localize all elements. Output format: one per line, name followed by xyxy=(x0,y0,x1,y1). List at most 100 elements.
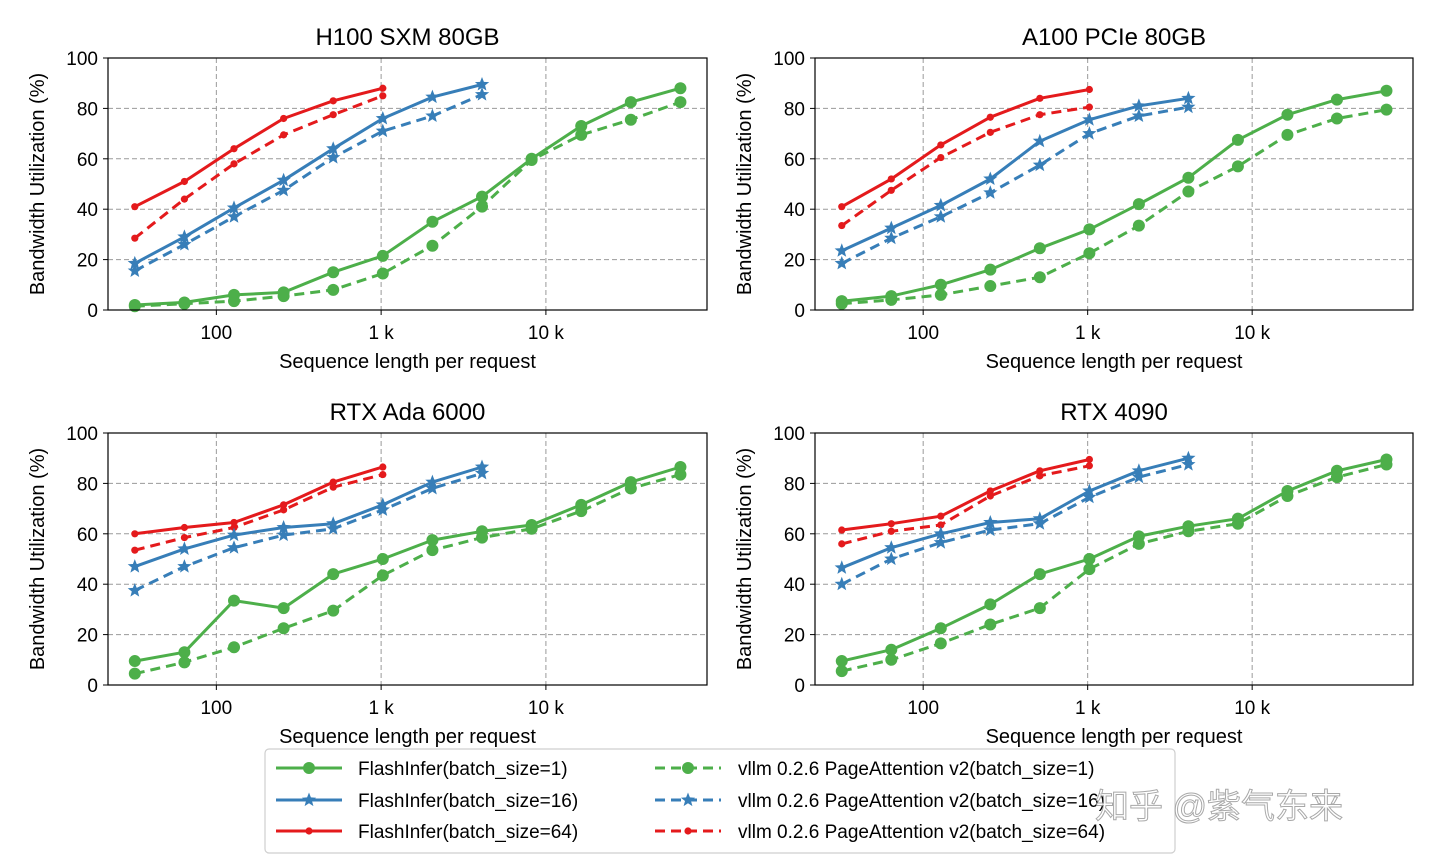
legend-label: vllm 0.2.6 PageAttention v2(batch_size=1… xyxy=(738,791,1105,812)
data-point xyxy=(1033,602,1046,615)
x-tick-label: 100 xyxy=(200,698,232,719)
data-point xyxy=(984,618,997,631)
data-point xyxy=(1380,84,1393,97)
data-point xyxy=(128,667,141,680)
data-point xyxy=(474,87,490,101)
data-point xyxy=(1231,133,1244,146)
data-point xyxy=(1033,242,1046,255)
series-fi64 xyxy=(838,455,1093,534)
series-line xyxy=(134,465,384,536)
data-point xyxy=(834,255,849,270)
x-axis-label: Sequence length per request xyxy=(279,351,536,373)
x-axis-label: Sequence length per request xyxy=(986,351,1243,373)
data-point xyxy=(934,278,947,291)
data-point xyxy=(885,290,898,303)
series-fi1 xyxy=(835,84,1393,308)
data-point xyxy=(1085,455,1093,464)
data-point xyxy=(933,526,948,540)
series-fi16 xyxy=(834,90,1196,257)
legend-entry-vl16: vllm 0.2.6 PageAttention v2(batch_size=1… xyxy=(655,791,1105,812)
data-point xyxy=(375,123,390,138)
data-point xyxy=(1083,553,1096,565)
data-point xyxy=(425,474,440,489)
x-tick-label: 10 k xyxy=(528,323,564,344)
data-point xyxy=(884,551,899,566)
data-point xyxy=(426,215,439,228)
legend-label: FlashInfer(batch_size=64) xyxy=(358,822,578,843)
data-point xyxy=(933,535,948,549)
data-point xyxy=(1083,563,1096,576)
data-point xyxy=(934,637,947,650)
data-point xyxy=(228,288,241,301)
data-point xyxy=(329,478,337,486)
data-point xyxy=(226,540,242,554)
data-point xyxy=(327,604,340,617)
data-point xyxy=(474,465,490,480)
data-point xyxy=(838,540,846,548)
data-point xyxy=(1033,271,1046,284)
data-point xyxy=(575,128,588,141)
y-axis-label: Bandwidth Utilization (%) xyxy=(734,448,756,670)
data-point xyxy=(426,239,439,252)
data-point xyxy=(937,141,945,149)
data-point xyxy=(280,506,288,514)
data-point xyxy=(425,108,440,122)
series-vl16 xyxy=(127,465,490,597)
data-point xyxy=(178,296,191,309)
x-tick-label: 10 k xyxy=(528,698,564,719)
y-tick-label: 80 xyxy=(784,99,805,120)
legend-marker-sample xyxy=(680,792,696,807)
data-point xyxy=(277,602,290,615)
data-point xyxy=(884,540,899,554)
data-point xyxy=(476,190,489,203)
chart-title: A100 PCIe 80GB xyxy=(1022,24,1206,51)
data-point xyxy=(276,172,291,187)
data-point xyxy=(983,515,998,529)
plot-frame xyxy=(107,432,708,686)
series-line xyxy=(841,89,1387,303)
data-point xyxy=(1036,94,1044,102)
series-line xyxy=(134,86,681,307)
legend-marker-sample xyxy=(682,762,694,774)
data-point xyxy=(329,483,337,491)
y-tick-label: 0 xyxy=(87,676,98,697)
chart-panel: 100 1 k 10 k 0 20 40 60 80 100 A100 PCIe 80GB Sequ… xyxy=(734,24,1414,373)
data-point xyxy=(834,576,849,591)
data-point xyxy=(131,234,139,242)
data-point xyxy=(131,546,139,554)
data-point xyxy=(1132,219,1145,232)
x-tick-label: 100 xyxy=(200,323,232,344)
data-point xyxy=(178,646,191,659)
series-vl64 xyxy=(838,462,1093,548)
series-vl1 xyxy=(835,103,1393,310)
y-tick-label: 20 xyxy=(77,251,98,272)
data-point xyxy=(1033,568,1046,581)
data-point xyxy=(228,594,241,607)
series-line xyxy=(841,463,1189,586)
y-tick-label: 60 xyxy=(77,525,98,546)
data-point xyxy=(1131,98,1146,112)
data-point xyxy=(128,298,141,311)
data-point xyxy=(984,280,997,293)
data-point xyxy=(1131,469,1146,484)
x-tick-label: 1 k xyxy=(1075,698,1101,719)
legend-entry-fi64: FlashInfer(batch_size=64) xyxy=(276,822,578,843)
data-point xyxy=(180,533,189,542)
data-point xyxy=(376,249,389,262)
data-point xyxy=(379,470,387,479)
y-tick-label: 100 xyxy=(773,49,805,70)
data-point xyxy=(887,175,895,183)
series-line xyxy=(133,94,384,240)
data-point xyxy=(329,97,337,105)
data-point xyxy=(933,197,948,212)
data-point xyxy=(375,502,390,516)
data-point xyxy=(1036,472,1044,480)
data-point xyxy=(276,520,291,534)
data-point xyxy=(131,530,139,538)
legend-marker-sample xyxy=(684,827,692,835)
data-point xyxy=(177,237,192,251)
data-point xyxy=(178,656,191,669)
x-tick-label: 10 k xyxy=(1234,698,1270,719)
data-point xyxy=(624,113,637,126)
